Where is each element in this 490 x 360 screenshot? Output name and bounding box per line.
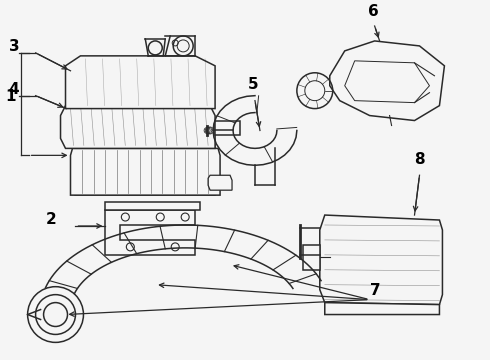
Polygon shape: [208, 175, 232, 190]
Text: 5: 5: [248, 77, 259, 92]
Polygon shape: [303, 245, 320, 270]
Text: 7: 7: [369, 283, 380, 298]
Text: 2: 2: [46, 212, 56, 227]
Polygon shape: [75, 145, 215, 195]
Polygon shape: [66, 56, 215, 109]
Polygon shape: [215, 121, 240, 135]
Text: 6: 6: [368, 4, 378, 19]
Text: 4: 4: [9, 82, 19, 97]
Text: 3: 3: [9, 39, 19, 54]
Polygon shape: [320, 215, 442, 305]
Polygon shape: [330, 41, 444, 121]
Text: 8: 8: [415, 152, 425, 167]
Polygon shape: [105, 202, 200, 210]
Polygon shape: [345, 61, 429, 103]
Polygon shape: [61, 105, 215, 148]
Polygon shape: [325, 303, 440, 315]
Polygon shape: [105, 210, 195, 255]
Text: 1: 1: [6, 89, 16, 104]
Polygon shape: [71, 148, 220, 195]
